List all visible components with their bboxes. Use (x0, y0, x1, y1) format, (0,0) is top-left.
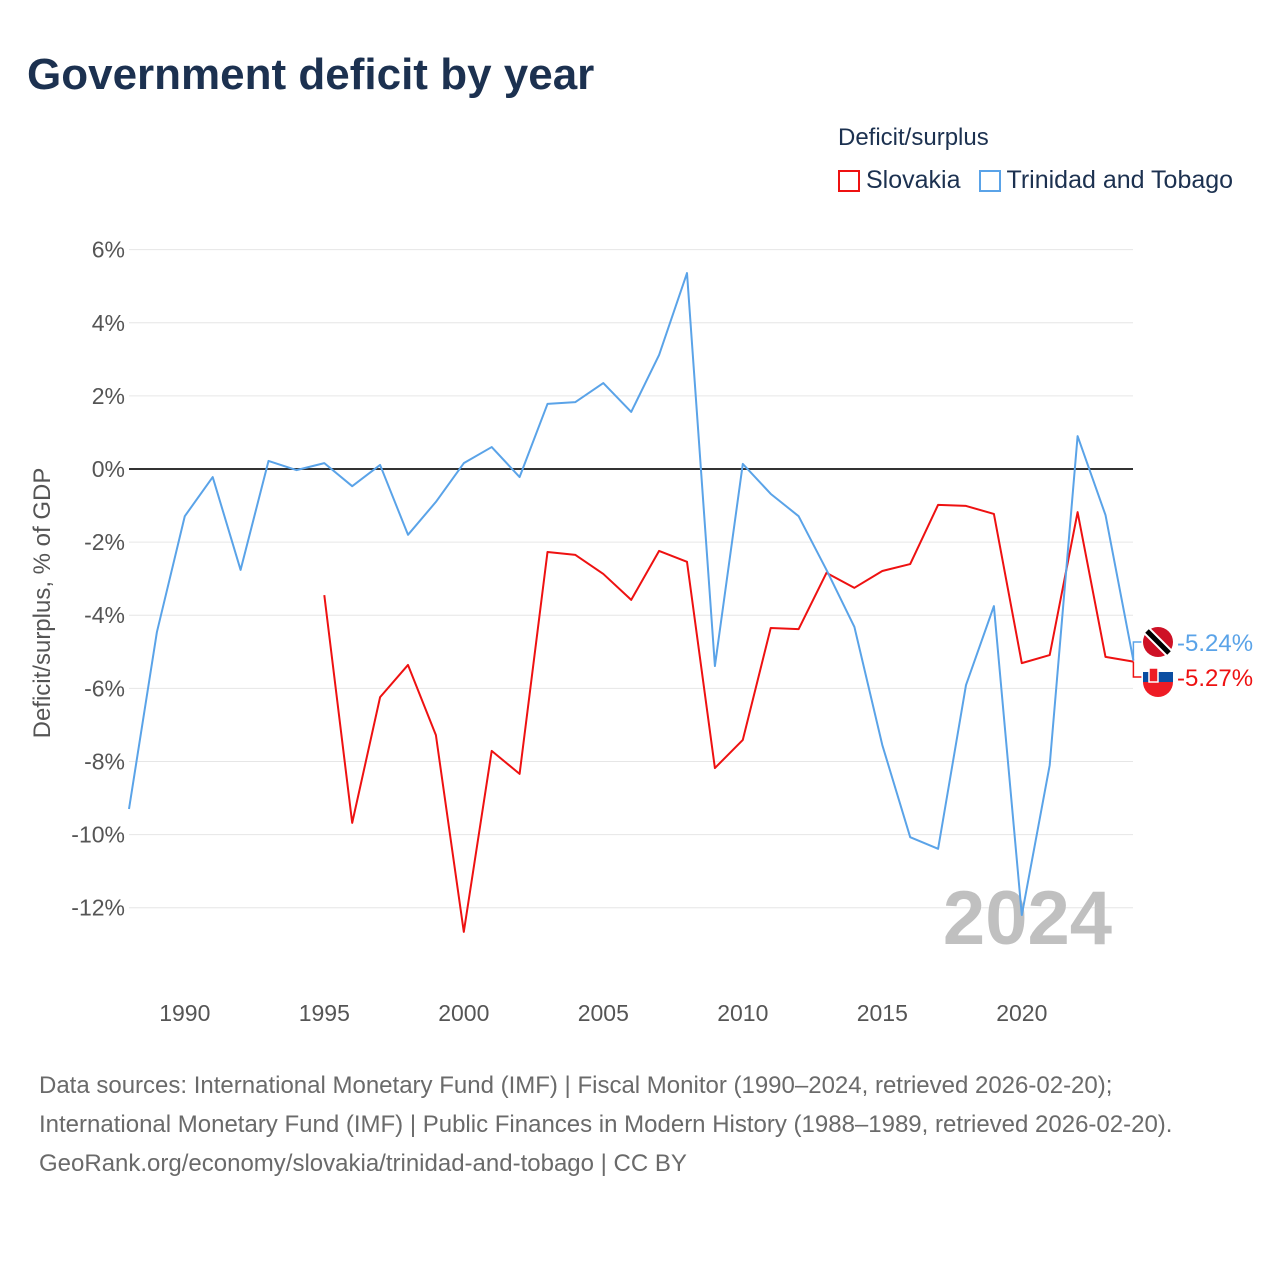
end-value-label: -5.27% (1177, 665, 1253, 692)
legend-label-slovakia: Slovakia (866, 166, 961, 194)
series-line-1 (128, 272, 1135, 917)
series-line-0 (323, 503, 1134, 933)
end-value-label: -5.24% (1177, 630, 1253, 657)
chart-title: Government deficit by year (27, 50, 595, 99)
y-tick-label: 4% (92, 310, 125, 336)
x-tick-label: 2005 (578, 1000, 629, 1026)
legend-item-trinidad[interactable]: Trinidad and Tobago (978, 166, 1234, 195)
end-connector (1132, 661, 1142, 678)
y-tick-label: 0% (92, 456, 125, 482)
flag-emblem (1148, 667, 1159, 683)
y-tick-label: -2% (84, 529, 125, 555)
y-tick-label: -8% (84, 748, 125, 774)
legend-swatch-slovakia (838, 169, 860, 192)
legend-label-trinidad: Trinidad and Tobago (1006, 166, 1234, 194)
end-connector (1132, 641, 1142, 661)
x-tick-label: 1990 (159, 1000, 210, 1026)
legend-swatch-trinidad (978, 169, 1001, 192)
line-chart: 6% 4% 2% 0% -2% -4% -6% -8% -10% -12% 1990 1995 2000… (29, 237, 1253, 1026)
flag-stripe (1143, 682, 1173, 697)
x-tick-label: 2010 (717, 1000, 768, 1026)
source-link[interactable]: GeoRank.org/economy/slovakia/trinidad-an… (39, 1150, 687, 1177)
legend-title: Deficit/surplus (838, 124, 989, 151)
y-axis-label: Deficit/surplus, % of GDP (29, 468, 56, 739)
y-tick-label: -6% (84, 675, 125, 701)
year-watermark: 2024 (943, 876, 1112, 961)
flag-stripe (1145, 629, 1171, 655)
x-tick-label: 2000 (438, 1000, 489, 1026)
y-tick-label: -10% (71, 822, 125, 848)
legend: Slovakia Trinidad and Tobago (838, 166, 1233, 195)
y-tick-label: 2% (92, 383, 125, 409)
y-tick-label: 6% (92, 237, 125, 263)
data-sources: Data sources: International Monetary Fun… (39, 1072, 1173, 1138)
footer: Data sources: International Monetary Fun… (39, 1066, 1239, 1183)
y-tick-label: -12% (71, 895, 125, 921)
x-tick-label: 1995 (299, 1000, 350, 1026)
x-tick-label: 2015 (857, 1000, 908, 1026)
y-tick-label: -4% (84, 602, 125, 628)
x-tick-label: 2020 (996, 1000, 1047, 1026)
legend-item-slovakia[interactable]: Slovakia (838, 166, 961, 195)
